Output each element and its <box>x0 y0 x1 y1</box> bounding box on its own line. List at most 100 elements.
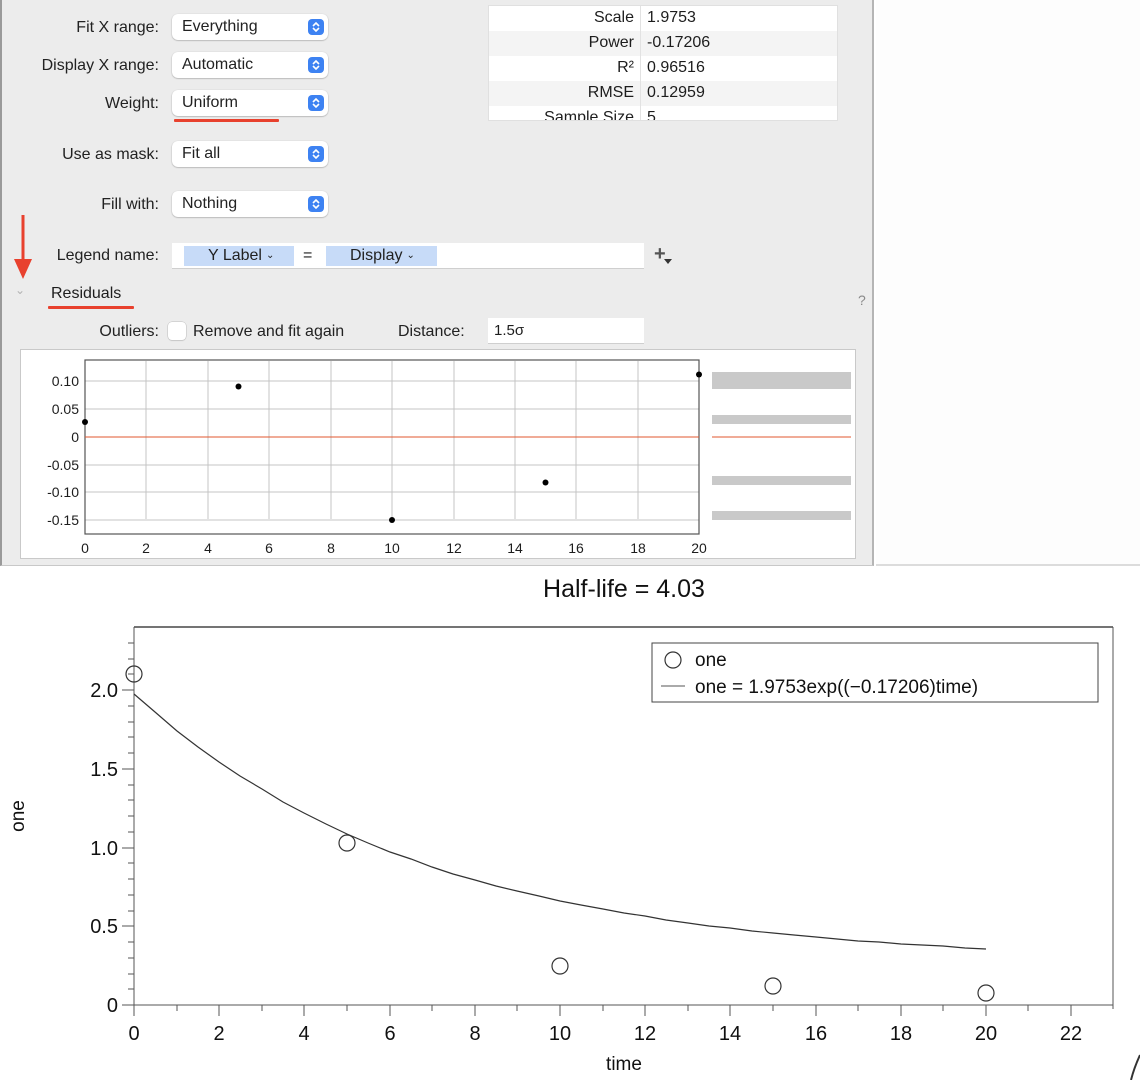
svg-text:0.5: 0.5 <box>90 916 118 938</box>
stat-key: RMSE <box>489 81 641 106</box>
display-token-text: Display <box>350 247 403 264</box>
plot-legend: one one = 1.9753exp((−0.17206)time) <box>651 642 1099 703</box>
stat-value: 1.9753 <box>647 9 696 26</box>
legend-entry-points: one <box>695 650 727 671</box>
stat-row: Sample Size 5 <box>489 106 837 121</box>
legend-name-token-field[interactable]: Y Label ⌄ = Display ⌄ <box>172 243 644 269</box>
stat-key: R² <box>489 56 641 81</box>
svg-text:-0.15: -0.15 <box>47 512 79 528</box>
svg-text:0: 0 <box>81 540 89 556</box>
fill-with-popup[interactable]: Nothing <box>172 191 328 217</box>
stepper-chevrons-icon <box>308 196 324 212</box>
svg-text:8: 8 <box>469 1023 480 1045</box>
stat-value: -0.17206 <box>647 34 711 51</box>
x-axis-tick-labels: 0 2 4 6 8 10 12 14 16 18 20 22 <box>128 1023 1082 1045</box>
stat-value: 5 <box>647 109 656 121</box>
plus-icon: + <box>654 243 666 265</box>
stepper-chevrons-icon <box>308 95 324 111</box>
fill-with-label: Fill with: <box>101 196 159 213</box>
display-token[interactable]: Display ⌄ <box>326 246 437 266</box>
fit-statistics-table: Scale 1.9753 Power -0.17206 R² 0.96516 RMSE… <box>488 5 838 121</box>
weight-annotation-underline <box>174 119 279 122</box>
blank-area <box>876 0 1140 566</box>
svg-text:16: 16 <box>805 1023 827 1045</box>
svg-text:2: 2 <box>142 540 150 556</box>
svg-text:6: 6 <box>265 540 273 556</box>
weight-popup[interactable]: Uniform <box>172 90 328 116</box>
svg-text:4: 4 <box>204 540 212 556</box>
add-token-button[interactable]: + <box>654 243 672 266</box>
distance-input[interactable]: 1.5σ <box>488 318 644 344</box>
svg-text:-0.05: -0.05 <box>47 457 79 473</box>
distance-value: 1.5σ <box>494 322 525 339</box>
x-axis-label: time <box>606 1054 642 1075</box>
x-axis-ticks <box>133 1005 1072 1016</box>
legend-entry-fit: one = 1.9753exp((−0.17206)time) <box>695 677 978 698</box>
svg-text:22: 22 <box>1060 1023 1082 1045</box>
svg-text:0: 0 <box>71 429 79 445</box>
curve-fit-settings-panel: Fit X range: Everything Display X range:… <box>0 0 874 566</box>
svg-text:2.0: 2.0 <box>90 680 118 702</box>
svg-text:14: 14 <box>719 1023 741 1045</box>
svg-text:0: 0 <box>107 995 118 1017</box>
weight-label: Weight: <box>105 95 159 112</box>
stat-row: RMSE 0.12959 <box>489 81 837 106</box>
stat-key: Sample Size <box>489 106 641 120</box>
y-label-token[interactable]: Y Label ⌄ <box>184 246 294 266</box>
svg-text:1.5: 1.5 <box>90 759 118 781</box>
svg-text:20: 20 <box>975 1023 997 1045</box>
residual-plot: 0.10 0.05 0 -0.05 -0.10 -0.15 0 2 4 6 8 … <box>47 359 851 556</box>
residuals-section-label[interactable]: Residuals <box>51 285 122 302</box>
stat-row: R² 0.96516 <box>489 56 837 81</box>
weight-value: Uniform <box>182 94 239 111</box>
display-x-range-popup[interactable]: Automatic <box>172 52 328 78</box>
data-points <box>125 665 995 1002</box>
chevron-down-icon[interactable]: ⌄ <box>15 283 26 297</box>
fit-x-range-label: Fit X range: <box>76 19 159 36</box>
window-corner-fragment <box>1130 1054 1140 1080</box>
use-as-mask-popup[interactable]: Fit all <box>172 141 328 167</box>
svg-text:0: 0 <box>128 1023 139 1045</box>
use-as-mask-label: Use as mask: <box>62 146 159 163</box>
y-axis-ticks <box>122 642 134 1006</box>
svg-text:18: 18 <box>890 1023 912 1045</box>
svg-text:0.10: 0.10 <box>52 373 79 389</box>
stat-row: Power -0.17206 <box>489 31 837 56</box>
remove-and-fit-again-label[interactable]: Remove and fit again <box>193 323 345 340</box>
stat-value: 0.96516 <box>647 59 705 76</box>
distance-label: Distance: <box>398 323 465 340</box>
remove-and-fit-again-checkbox[interactable] <box>168 322 186 340</box>
residual-y-ticks: 0.10 0.05 0 -0.05 -0.10 -0.15 <box>47 373 79 528</box>
use-as-mask-value: Fit all <box>182 145 221 162</box>
svg-text:2: 2 <box>213 1023 224 1045</box>
fill-with-value: Nothing <box>182 195 238 212</box>
svg-text:12: 12 <box>634 1023 656 1045</box>
svg-text:10: 10 <box>384 540 400 556</box>
svg-text:6: 6 <box>384 1023 395 1045</box>
stepper-chevrons-icon <box>308 146 324 162</box>
stat-value: 0.12959 <box>647 84 705 101</box>
stat-key: Scale <box>489 6 641 31</box>
residual-side-bars <box>712 372 851 520</box>
fit-plot: 0 0.5 1.0 1.5 2.0 one 0 2 4 6 8 10 12 14… <box>8 626 1140 1080</box>
equals-sign: = <box>303 247 313 264</box>
fit-x-range-value: Everything <box>182 18 258 35</box>
legend-name-label: Legend name: <box>56 247 159 264</box>
svg-text:12: 12 <box>446 540 462 556</box>
residual-grid <box>85 361 699 521</box>
fit-curve <box>133 693 987 950</box>
stat-key: Power <box>489 31 641 56</box>
residuals-annotation-underline <box>48 306 134 309</box>
svg-text:1.0: 1.0 <box>90 838 118 860</box>
fit-x-range-popup[interactable]: Everything <box>172 14 328 40</box>
svg-text:20: 20 <box>691 540 707 556</box>
svg-text:-0.10: -0.10 <box>47 484 79 500</box>
outliers-label: Outliers: <box>99 323 159 340</box>
stepper-chevrons-icon <box>308 19 324 35</box>
red-arrow-down-icon <box>14 215 32 279</box>
y-axis-label: one <box>8 800 29 832</box>
residual-points <box>82 371 702 523</box>
help-button[interactable]: ? <box>858 292 866 308</box>
display-x-range-label: Display X range: <box>41 57 159 74</box>
y-label-token-text: Y Label <box>208 247 262 264</box>
